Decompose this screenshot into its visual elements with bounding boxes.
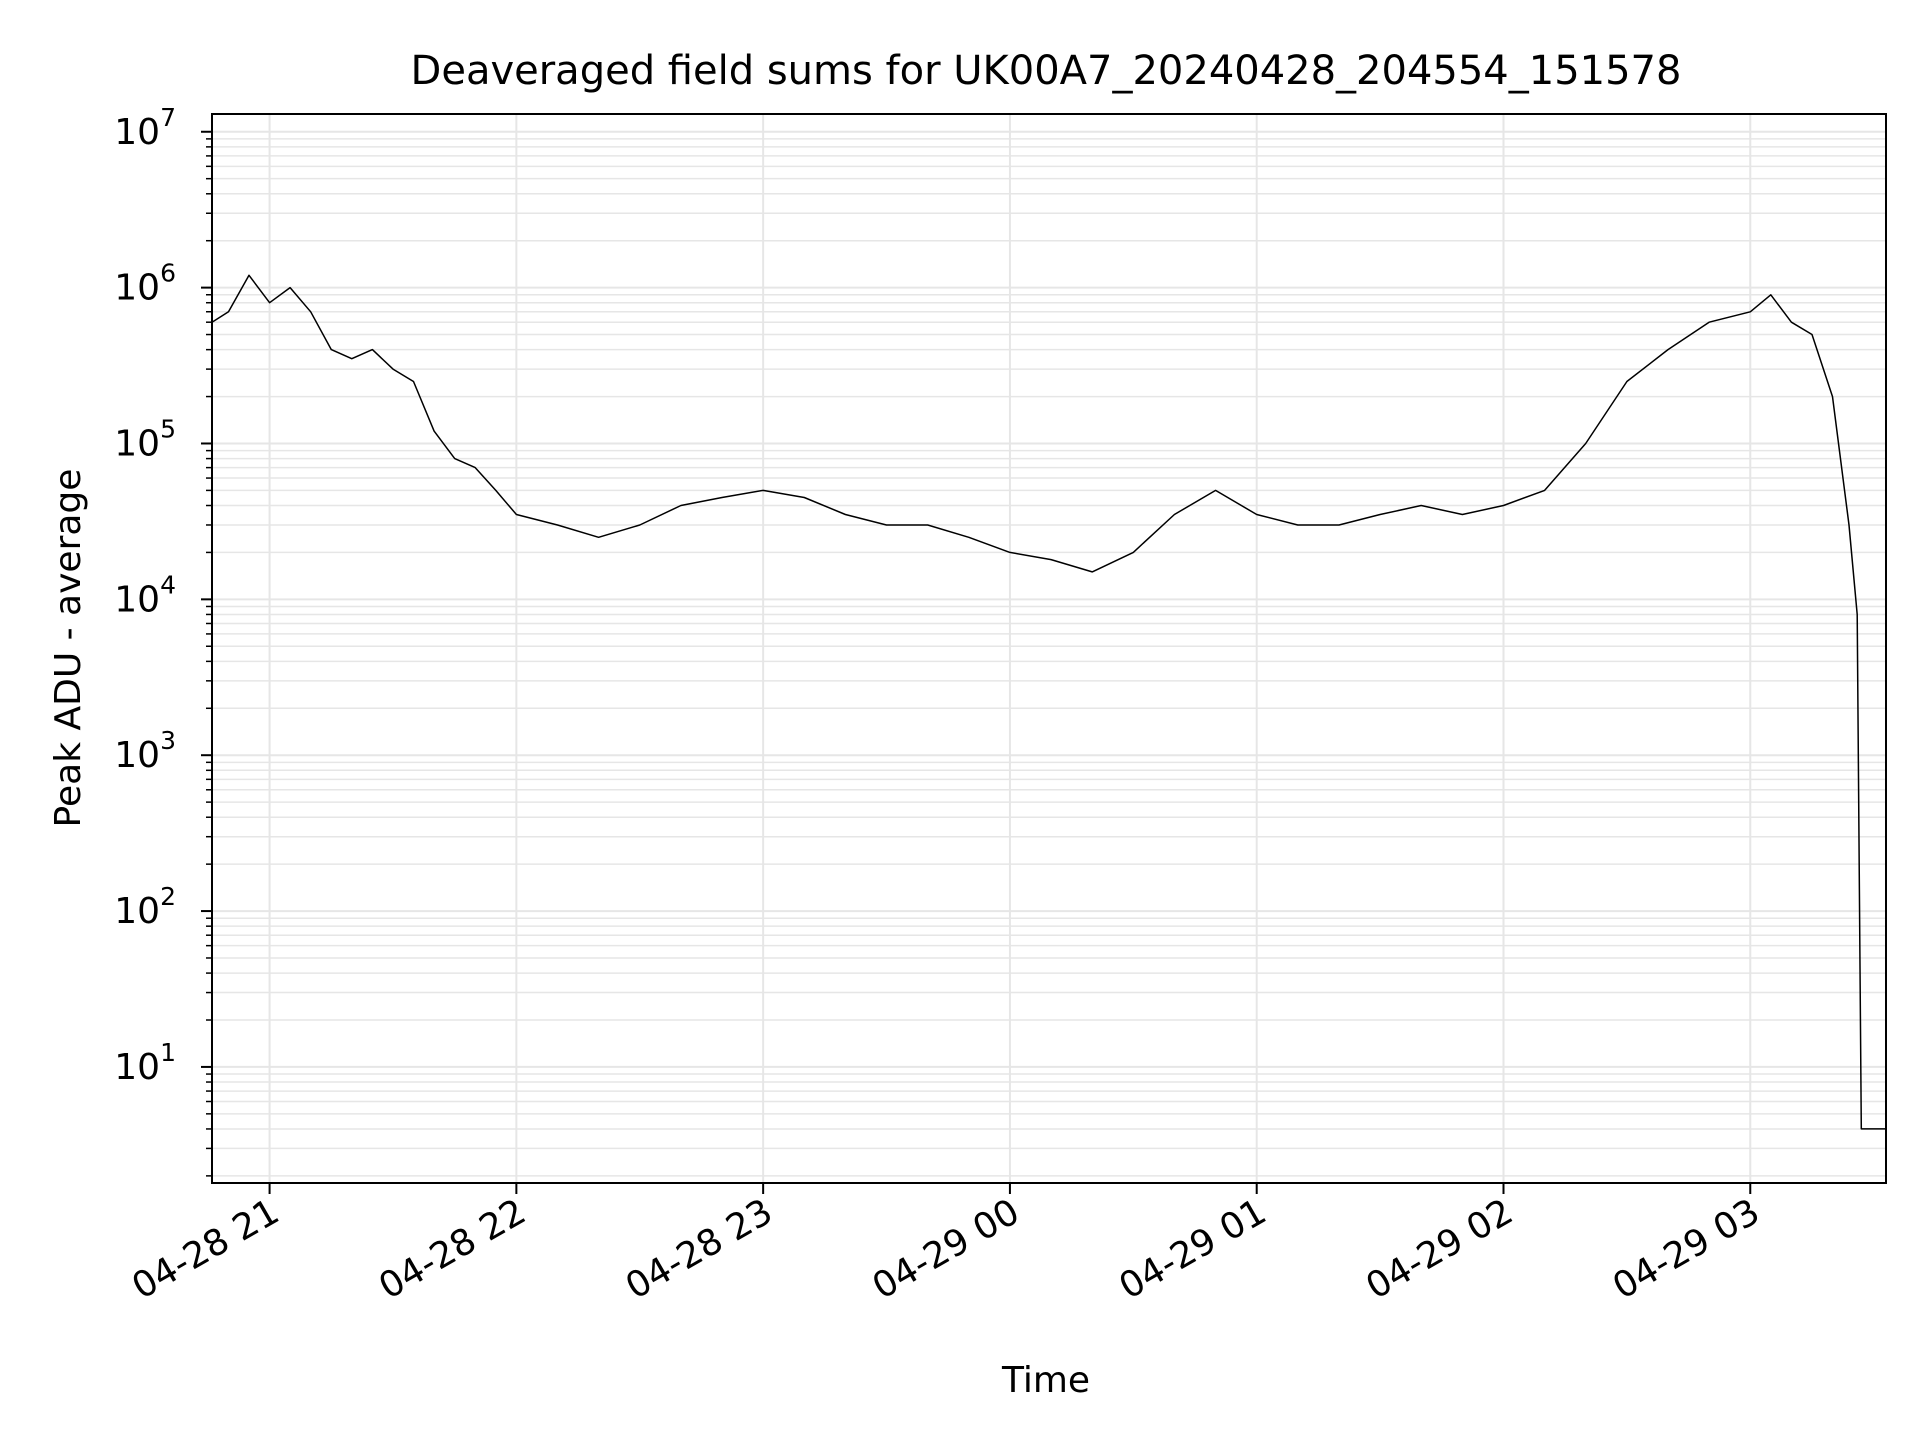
y-tick-label: 106 [114, 259, 176, 309]
grid [212, 114, 1886, 1183]
plot-frame [211, 113, 1887, 1184]
chart-title: Deaveraged field sums for UK00A7_2024042… [411, 48, 1682, 94]
y-tick-label: 102 [114, 882, 176, 932]
y-tick-label: 107 [114, 103, 176, 153]
y-tick-label: 105 [114, 414, 176, 464]
y-tick-label: 104 [114, 570, 176, 620]
y-tick-label: 101 [114, 1038, 176, 1088]
x-axis-label: Time [1001, 1360, 1090, 1401]
data-line-layer [211, 274, 1886, 1130]
y-tick-label: 103 [114, 726, 176, 776]
y-axis-label: Peak ADU - average [48, 469, 89, 828]
data-line [211, 274, 1886, 1130]
